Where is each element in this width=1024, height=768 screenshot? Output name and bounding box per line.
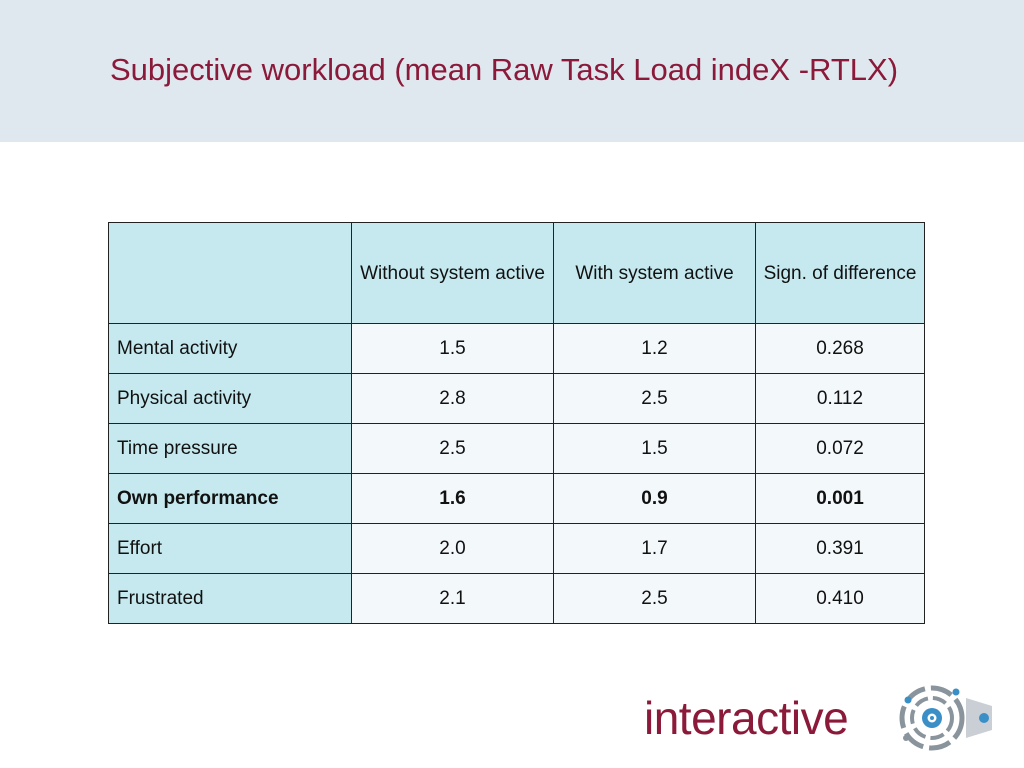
- table-row: Effort 2.0 1.7 0.391: [108, 523, 925, 574]
- header-cell-empty: [108, 222, 352, 324]
- significance-value: 0.391: [755, 523, 925, 574]
- row-label-cell: Own performance: [108, 473, 352, 524]
- row-label-cell: Time pressure: [108, 423, 352, 474]
- rtlx-table: Without system active With system active…: [108, 222, 925, 624]
- with-system-value: 1.5: [553, 423, 756, 474]
- header-cell-without-system: Without system active: [351, 222, 554, 324]
- significance-value: 0.112: [755, 373, 925, 424]
- without-system-value: 2.5: [351, 423, 554, 474]
- without-system-value: 2.1: [351, 573, 554, 624]
- header-band: [0, 0, 1024, 142]
- significance-value: 0.268: [755, 323, 925, 374]
- significance-value: 0.001: [755, 473, 925, 524]
- logo-text: interactive: [644, 692, 849, 744]
- significance-value: 0.072: [755, 423, 925, 474]
- with-system-value: 0.9: [553, 473, 756, 524]
- with-system-value: 1.7: [553, 523, 756, 574]
- with-system-value: 1.2: [553, 323, 756, 374]
- with-system-value: 2.5: [553, 373, 756, 424]
- header-cell-with-system: With system active: [553, 222, 756, 324]
- table-row: Frustrated 2.1 2.5 0.410: [108, 573, 925, 624]
- row-label-cell: Frustrated: [108, 573, 352, 624]
- interactive-logo: interactive: [644, 676, 1004, 760]
- table-body: Mental activity 1.5 1.2 0.268 Physical activ…: [108, 323, 925, 624]
- without-system-value: 2.8: [351, 373, 554, 424]
- without-system-value: 1.5: [351, 323, 554, 374]
- row-label-cell: Mental activity: [108, 323, 352, 374]
- table-header-row: Without system active With system active…: [108, 222, 925, 324]
- with-system-value: 2.5: [553, 573, 756, 624]
- table-row: Physical activity 2.8 2.5 0.112: [108, 373, 925, 424]
- row-label-cell: Physical activity: [108, 373, 352, 424]
- significance-value: 0.410: [755, 573, 925, 624]
- row-label-cell: Effort: [108, 523, 352, 574]
- header-cell-significance: Sign. of difference: [755, 222, 925, 324]
- table-row: Mental activity 1.5 1.2 0.268: [108, 323, 925, 374]
- table-row: Own performance 1.6 0.9 0.001: [108, 473, 925, 524]
- without-system-value: 1.6: [351, 473, 554, 524]
- table-row: Time pressure 2.5 1.5 0.072: [108, 423, 925, 474]
- slide-title: Subjective workload (mean Raw Task Load …: [110, 52, 899, 87]
- without-system-value: 2.0: [351, 523, 554, 574]
- logo-mark-icon: [899, 685, 992, 751]
